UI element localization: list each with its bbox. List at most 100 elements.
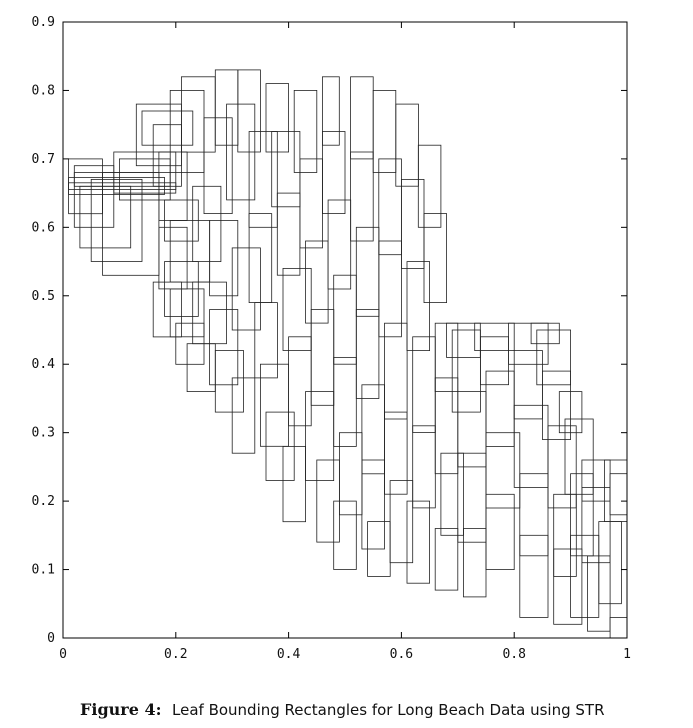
axis-ticks: 0 0.2 0.4 0.6 0.8 1 0 0.1 0.2 0.3 0.4 0.5 0.6 0.7 0.8 0… [32, 15, 631, 662]
leaf-rectangle [581, 486, 611, 564]
leaf-rectangle [609, 473, 628, 516]
y-tick-label: 0.8 [32, 83, 55, 98]
leaf-rectangle [350, 76, 374, 160]
leaf-rectangle [389, 480, 414, 564]
leaf-rectangle [265, 83, 290, 153]
figure-caption-text: Leaf Bounding Rectangles for Long Beach … [172, 701, 605, 719]
figure-caption-label: Figure 4: [80, 700, 161, 719]
leaf-rectangle [231, 247, 261, 331]
leaf-rectangle [158, 226, 188, 290]
leaf-rectangle [451, 329, 481, 413]
leaf-rectangle [417, 144, 442, 228]
leaf-rectangle [440, 452, 464, 536]
leaf-rectangle [598, 521, 622, 605]
y-tick-label: 0.4 [32, 357, 56, 372]
leaf-rectangle [384, 411, 408, 495]
leaf-rectangle [581, 459, 611, 502]
leaf-rectangle [305, 240, 329, 324]
leaf-rectangle [378, 158, 402, 256]
leaf-rectangle [293, 90, 318, 173]
leaf-rectangle [378, 240, 402, 338]
leaf-rectangle [542, 370, 572, 440]
y-tick-label: 0.7 [32, 152, 55, 167]
leaf-rectangle [361, 459, 385, 550]
leaf-rectangle [169, 288, 205, 338]
leaf-rectangle [474, 322, 515, 352]
x-tick-label: 0.6 [390, 647, 413, 662]
leaf-rectangle [400, 178, 425, 269]
leaf-rectangle [338, 432, 363, 516]
leaf-rectangle [152, 124, 182, 187]
leaf-rectangle [604, 459, 628, 522]
y-tick-label: 0.5 [32, 289, 55, 304]
leaf-rectangle [384, 322, 408, 420]
leaf-rectangle [446, 322, 481, 358]
leaf-rectangle [141, 110, 194, 146]
leaf-rectangle [259, 363, 289, 447]
leaf-rectangle [248, 131, 278, 228]
leaf-rectangle [530, 322, 560, 345]
leaf-rectangle [485, 493, 515, 570]
leaf-rectangle [169, 220, 211, 283]
x-tick-label: 0.4 [277, 647, 301, 662]
plot-frame [62, 21, 628, 639]
x-tick-label: 0.8 [502, 647, 525, 662]
leaf-rectangle [355, 309, 380, 399]
leaf-rectangle [209, 309, 239, 386]
leaf-rectangle [372, 90, 397, 173]
leaf-rectangle [321, 76, 340, 146]
leaf-rectangle [180, 76, 216, 153]
leaf-rectangle [333, 500, 357, 570]
leaf-rectangle [519, 534, 549, 618]
leaf-rectangle [282, 445, 307, 523]
leaf-rectangle [333, 274, 357, 365]
leaf-rectangle [271, 131, 301, 208]
leaf-rectangle [547, 425, 577, 509]
leaf-rectangle [310, 309, 335, 406]
leaf-rectangle [479, 336, 509, 386]
leaf-rectangles [68, 69, 628, 639]
leaf-rectangle [333, 356, 357, 447]
leaf-rectangle [276, 192, 301, 276]
y-tick-label: 0.6 [32, 220, 55, 235]
leaf-rectangle [485, 370, 515, 447]
leaf-rectangle [553, 548, 583, 625]
leaf-rectangle [321, 131, 346, 214]
y-tick-label: 0 [47, 631, 55, 646]
leaf-rectangle [152, 281, 182, 338]
x-tick-label: 0 [59, 647, 67, 662]
leaf-rectangle [513, 404, 549, 488]
leaf-rectangle [73, 172, 171, 187]
leaf-rectangle [609, 617, 628, 639]
leaf-rectangle [558, 391, 583, 434]
x-tick-label: 0.2 [164, 647, 187, 662]
leaf-rectangle [406, 500, 431, 584]
leaf-rectangle [519, 473, 549, 557]
y-tick-label: 0.9 [32, 15, 55, 30]
leaf-rectangle [457, 391, 487, 468]
leaf-rectangle [412, 336, 436, 433]
leaf-rectangle [209, 220, 239, 297]
x-tick-label: 1 [623, 647, 631, 662]
leaf-rectangle [462, 528, 487, 598]
leaf-rectangle [231, 377, 256, 454]
leaf-rectangle [485, 432, 521, 509]
leaf-rectangle [254, 302, 278, 379]
leaf-rectangle [214, 350, 244, 413]
leaf-rectangle [434, 528, 459, 591]
leaf-rectangle [350, 151, 374, 242]
y-tick-label: 0.2 [32, 494, 55, 509]
leaf-rectangle [564, 418, 594, 495]
leaf-rectangle [434, 377, 459, 475]
leaf-rectangle [203, 117, 233, 215]
leaf-rectangle [327, 199, 352, 290]
leaf-rectangle [536, 329, 571, 386]
leaf-rectangle [406, 261, 431, 352]
leaf-rectangle [423, 213, 448, 304]
y-tick-label: 0.3 [32, 426, 55, 441]
y-tick-label: 0.1 [32, 563, 55, 578]
leaf-rectangle [395, 103, 419, 187]
leaf-rectangle [90, 178, 143, 262]
leaf-rectangle [192, 185, 222, 263]
